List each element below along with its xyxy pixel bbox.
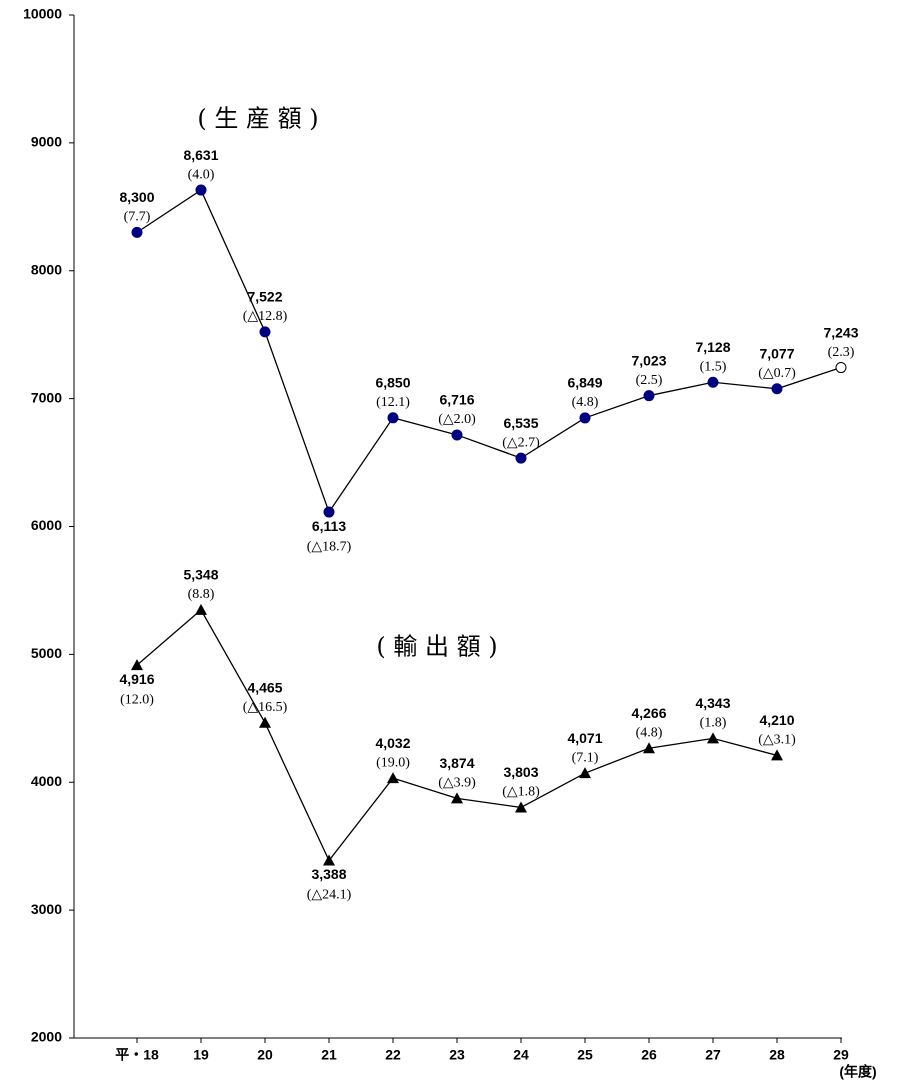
rate-label: (△2.0) [438,412,476,427]
point [323,506,335,518]
point [259,326,271,338]
point [195,184,207,196]
rate-label: (2.5) [636,373,663,388]
rate-label: (△1.8) [502,785,540,800]
value-label: 4,465 [247,679,282,695]
y-tick-label: 2000 [31,1029,62,1045]
point [643,742,655,754]
value-label: 3,388 [311,866,346,882]
point [195,603,207,615]
x-tick-label: 22 [385,1047,401,1063]
x-tick-label: 24 [513,1047,529,1063]
value-label: 6,850 [375,375,410,391]
point [515,452,527,464]
point [579,412,591,424]
rate-label: (△16.5) [243,700,288,715]
value-label: 8,631 [183,147,218,163]
series-name: ( 輸 出 額 ) [376,633,497,661]
rate-label: (12.1) [376,395,410,410]
x-tick-label: 25 [577,1047,593,1063]
x-tick-label: 23 [449,1047,465,1063]
x-tick-label: 29 [833,1047,849,1063]
x-tick-label: 平・18 [115,1047,159,1063]
y-tick-label: 8000 [31,261,62,277]
x-unit: (年度) [839,1064,876,1080]
value-label: 7,243 [823,324,858,340]
y-tick-label: 9000 [31,134,62,150]
value-label: 5,348 [183,567,218,583]
value-label: 4,266 [631,705,666,721]
y-tick-label: 7000 [31,389,62,405]
rate-label: (△3.1) [758,733,796,748]
y-tick-label: 3000 [31,901,62,917]
x-tick-label: 27 [705,1047,721,1063]
value-label: 6,849 [567,375,602,391]
rate-label: (4.8) [636,725,663,740]
point [131,659,143,671]
series-line [136,189,842,514]
rate-label: (12.0) [120,692,154,707]
value-label: 4,916 [119,671,154,687]
y-tick-label: 10000 [23,6,62,22]
point [707,376,719,388]
point [579,767,591,779]
rate-label: (1.5) [700,359,727,374]
value-label: 4,210 [759,712,794,728]
rate-label: (△24.1) [307,888,352,903]
value-label: 3,803 [503,764,538,780]
x-tick-label: 21 [321,1047,337,1063]
rate-label: (4.0) [188,167,215,182]
value-label: 6,535 [503,415,538,431]
value-label: 4,343 [695,695,730,711]
rate-label: (△2.7) [502,435,540,450]
value-label: 4,032 [375,735,410,751]
rate-label: (7.7) [124,210,151,225]
y-tick-label: 6000 [31,517,62,533]
value-label: 6,716 [439,392,474,408]
value-label: 4,071 [567,730,602,746]
point [771,383,783,395]
rate-label: (8.8) [188,587,215,602]
point [451,429,463,441]
rate-label: (△12.8) [243,309,288,324]
point [771,749,783,761]
value-label: 7,128 [695,339,730,355]
rate-label: (7.1) [572,750,599,765]
series-name: ( 生 産 額 ) [197,105,318,133]
y-tick-label: 5000 [31,645,62,661]
point [515,801,527,813]
value-label: 3,874 [439,755,474,771]
point [707,732,719,744]
point [323,854,335,866]
point [387,772,399,784]
rate-label: (△0.7) [758,366,796,381]
point [131,226,143,238]
value-label: 7,077 [759,345,794,361]
value-label: 8,300 [119,189,154,205]
point [835,362,847,374]
point [643,390,655,402]
x-tick-label: 19 [193,1047,209,1063]
rate-label: (△3.9) [438,776,476,791]
rate-label: (△18.7) [307,539,352,554]
rate-label: (1.8) [700,716,727,731]
value-label: 7,522 [247,289,282,305]
x-tick-label: 20 [257,1047,273,1063]
point [387,412,399,424]
rate-label: (4.8) [572,395,599,410]
rate-label: (2.3) [828,345,855,360]
value-label: 6,113 [312,518,346,534]
value-label: 7,023 [631,352,666,368]
rate-label: (19.0) [376,755,410,770]
x-tick-label: 26 [641,1047,657,1063]
y-tick-label: 4000 [31,773,62,789]
x-tick-label: 28 [769,1047,785,1063]
point [451,792,463,804]
point [259,716,271,728]
